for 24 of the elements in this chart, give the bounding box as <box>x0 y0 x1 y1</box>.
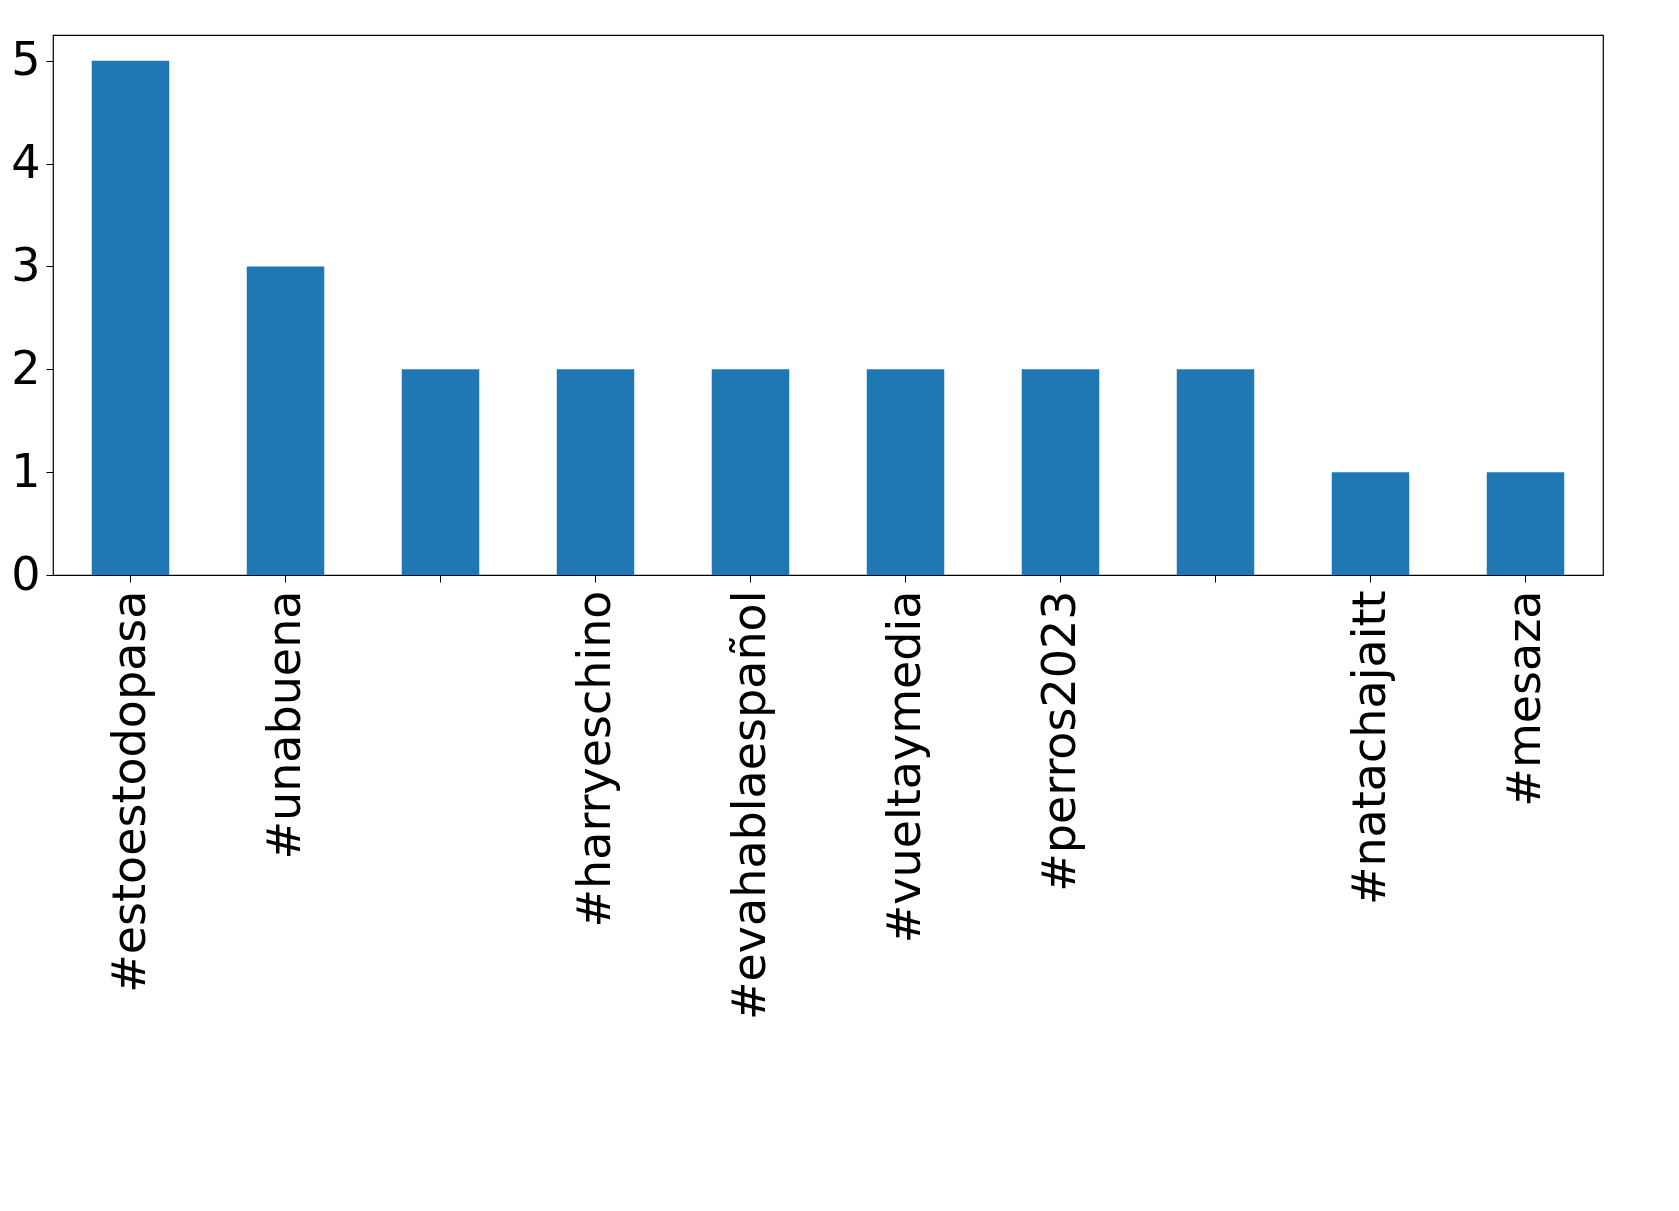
x-tick-label: #mesaza <box>1496 590 1551 807</box>
y-tick-label: 4 <box>11 135 41 190</box>
bar <box>401 369 480 575</box>
y-tick-label: 3 <box>11 237 41 292</box>
x-tick-label: #harryeschino <box>566 590 621 928</box>
y-tick-label: 2 <box>11 340 41 395</box>
bar <box>91 60 170 575</box>
x-tick-label: #vueltaymedia <box>876 590 931 944</box>
x-tick-label: #unabuena <box>256 590 311 860</box>
bar <box>556 369 635 575</box>
y-tick-label: 0 <box>11 546 41 601</box>
bar <box>1331 472 1410 575</box>
bar <box>1021 369 1100 575</box>
bar <box>1486 472 1565 575</box>
x-tick-label: #natachajaitt <box>1341 590 1396 906</box>
x-tick-label: #evahablaespañol <box>721 590 776 1020</box>
y-tick-label: 1 <box>11 443 41 498</box>
bar <box>866 369 945 575</box>
bar <box>711 369 790 575</box>
x-tick-label: #perros2023 <box>1031 590 1086 892</box>
bar <box>1176 369 1255 575</box>
bar <box>246 266 325 575</box>
x-tick-label: #estoestodopasa <box>101 590 156 993</box>
y-tick-label: 5 <box>11 32 41 87</box>
